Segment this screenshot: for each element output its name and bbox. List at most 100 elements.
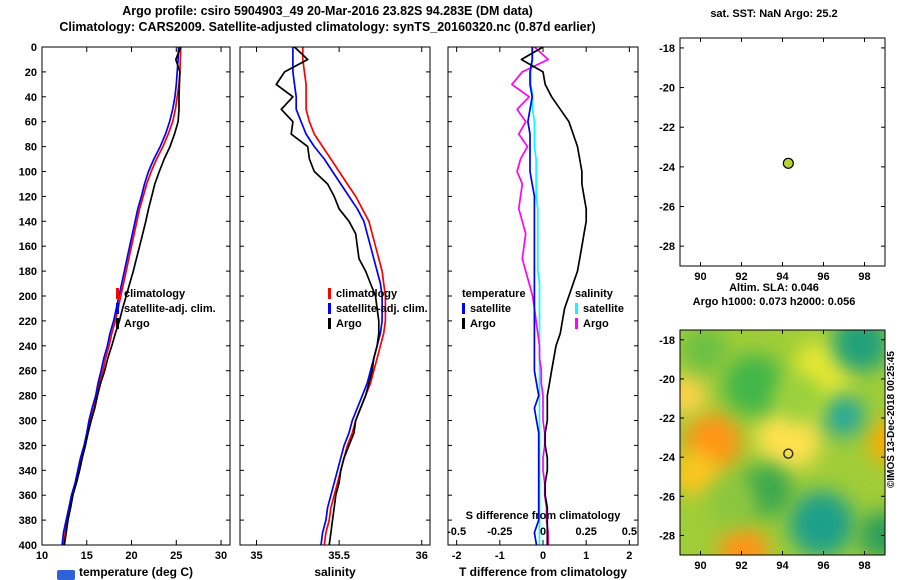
svg-text:1: 1: [583, 550, 589, 562]
sla-map: 90 92 94 96 98 -18 -20 -22 -24 -26 -28: [648, 320, 900, 578]
svg-text:-26: -26: [659, 491, 675, 503]
svg-text:-20: -20: [659, 83, 675, 95]
legend-label: satellite: [470, 302, 511, 315]
svg-text:40: 40: [25, 92, 37, 104]
svg-text:-28: -28: [659, 530, 675, 542]
svg-text:10: 10: [36, 550, 48, 562]
legend-label: satellite-adj. clim.: [124, 302, 216, 315]
svg-text:20: 20: [25, 67, 37, 79]
svg-text:0: 0: [540, 526, 546, 538]
svg-text:240: 240: [19, 341, 37, 353]
svg-text:360: 360: [19, 490, 37, 502]
svg-text:320: 320: [19, 440, 37, 452]
svg-text:-18: -18: [659, 43, 675, 55]
argo-swatch: [116, 318, 119, 329]
svg-text:temperature (deg C): temperature (deg C): [79, 565, 193, 579]
svg-text:300: 300: [19, 416, 37, 428]
satellite-adj-swatch: [328, 303, 331, 314]
salinity-profile-chart: 35 35.5 36 salinity: [236, 37, 442, 580]
svg-text:-1: -1: [495, 550, 505, 562]
difference-legend-temperature: temperature satellite Argo: [462, 286, 526, 331]
satellite-temp-swatch: [462, 303, 465, 314]
legend-item-satellite-adj: satellite-adj. clim.: [116, 301, 216, 316]
svg-text:0: 0: [31, 42, 37, 54]
svg-text:220: 220: [19, 316, 37, 328]
svg-text:-24: -24: [659, 452, 676, 464]
satellite-adj-swatch: [116, 303, 119, 314]
svg-text:S difference from climatology: S difference from climatology: [466, 510, 622, 522]
title-line-2: Climatology: CARS2009. Satellite-adjuste…: [59, 20, 596, 34]
svg-text:92: 92: [735, 560, 747, 572]
svg-text:90: 90: [694, 560, 706, 572]
svg-text:15: 15: [81, 550, 93, 562]
svg-text:-24: -24: [659, 162, 676, 174]
legend-item-argo-sal: Argo: [575, 316, 624, 331]
svg-text:36: 36: [416, 550, 428, 562]
svg-text:2: 2: [626, 550, 632, 562]
svg-text:-26: -26: [659, 202, 675, 214]
legend-group-header-temperature: temperature: [462, 287, 526, 300]
svg-text:-2: -2: [452, 550, 462, 562]
figure-title: Argo profile: csiro 5904903_49 20-Mar-20…: [0, 3, 655, 35]
svg-text:-0.5: -0.5: [447, 526, 466, 538]
svg-text:25: 25: [170, 550, 182, 562]
legend-label: satellite-adj. clim.: [336, 302, 428, 315]
legend-group-header-salinity: salinity: [575, 287, 613, 300]
svg-text:200: 200: [19, 291, 37, 303]
svg-text:salinity: salinity: [314, 565, 356, 579]
svg-text:98: 98: [858, 271, 870, 283]
svg-text:T difference from climatology: T difference from climatology: [459, 565, 627, 579]
svg-text:60: 60: [25, 117, 37, 129]
svg-text:80: 80: [25, 142, 37, 154]
legend-item-satellite-temp: satellite: [462, 301, 526, 316]
svg-text:340: 340: [19, 465, 37, 477]
argo-heights-caption: Argo h1000: 0.073 h2000: 0.056: [692, 296, 856, 308]
svg-text:20: 20: [125, 550, 137, 562]
location-map: 90 92 94 96 98 -18 -20 -22 -24 -26 -28: [648, 28, 900, 296]
legend-item-satellite-sal: satellite: [575, 301, 624, 316]
svg-text:0: 0: [540, 550, 546, 562]
svg-text:120: 120: [19, 191, 37, 203]
svg-text:-18: -18: [659, 335, 675, 347]
svg-text:140: 140: [19, 216, 37, 228]
legend-label: climatology: [124, 287, 186, 300]
title-line-1: Argo profile: csiro 5904903_49 20-Mar-20…: [122, 4, 533, 18]
climatology-swatch: [116, 288, 119, 299]
svg-text:-22: -22: [659, 122, 675, 134]
svg-text:96: 96: [817, 560, 829, 572]
legend-item-climatology: climatology: [328, 286, 428, 301]
svg-text:400: 400: [19, 540, 37, 552]
legend-label: satellite: [583, 302, 624, 315]
satellite-sal-swatch: [575, 303, 578, 314]
svg-text:160: 160: [19, 241, 37, 253]
difference-profile-chart: -2 -1 0 1 2 T difference from climatology S di…: [436, 37, 648, 580]
svg-text:180: 180: [19, 266, 37, 278]
legend-label: Argo: [470, 317, 496, 330]
svg-text:380: 380: [19, 515, 37, 527]
svg-text:35: 35: [250, 550, 262, 562]
legend-item-argo: Argo: [116, 316, 216, 331]
difference-legend-salinity: salinity satellite Argo: [575, 286, 624, 331]
svg-text:100: 100: [19, 167, 37, 179]
svg-text:94: 94: [776, 271, 789, 283]
legend-label: climatology: [336, 287, 398, 300]
svg-text:90: 90: [694, 271, 706, 283]
legend-item-climatology: climatology: [116, 286, 216, 301]
argo-swatch: [328, 318, 331, 329]
legend-label: Argo: [124, 317, 150, 330]
bottom-left-artifact: [57, 570, 75, 580]
svg-text:96: 96: [817, 271, 829, 283]
svg-text:0.25: 0.25: [575, 526, 596, 538]
temperature-profile-chart: 10 15 20 25 30 0 20 40 60 80 100 120 140 160 180 200 220…: [0, 37, 240, 580]
argo-temp-swatch: [462, 318, 465, 329]
legend-item-satellite-adj: satellite-adj. clim.: [328, 301, 428, 316]
svg-text:92: 92: [735, 271, 747, 283]
sat-sst-caption: sat. SST: NaN Argo: 25.2: [710, 8, 838, 20]
svg-text:-22: -22: [659, 413, 675, 425]
svg-text:-28: -28: [659, 241, 675, 253]
imos-watermark: ©IMOS 13-Dec-2018 00:25:45: [886, 351, 897, 488]
svg-text:0.5: 0.5: [622, 526, 637, 538]
salinity-chart-legend: climatology satellite-adj. clim. Argo: [328, 286, 428, 331]
svg-text:35.5: 35.5: [328, 550, 349, 562]
legend-item-argo: Argo: [328, 316, 428, 331]
